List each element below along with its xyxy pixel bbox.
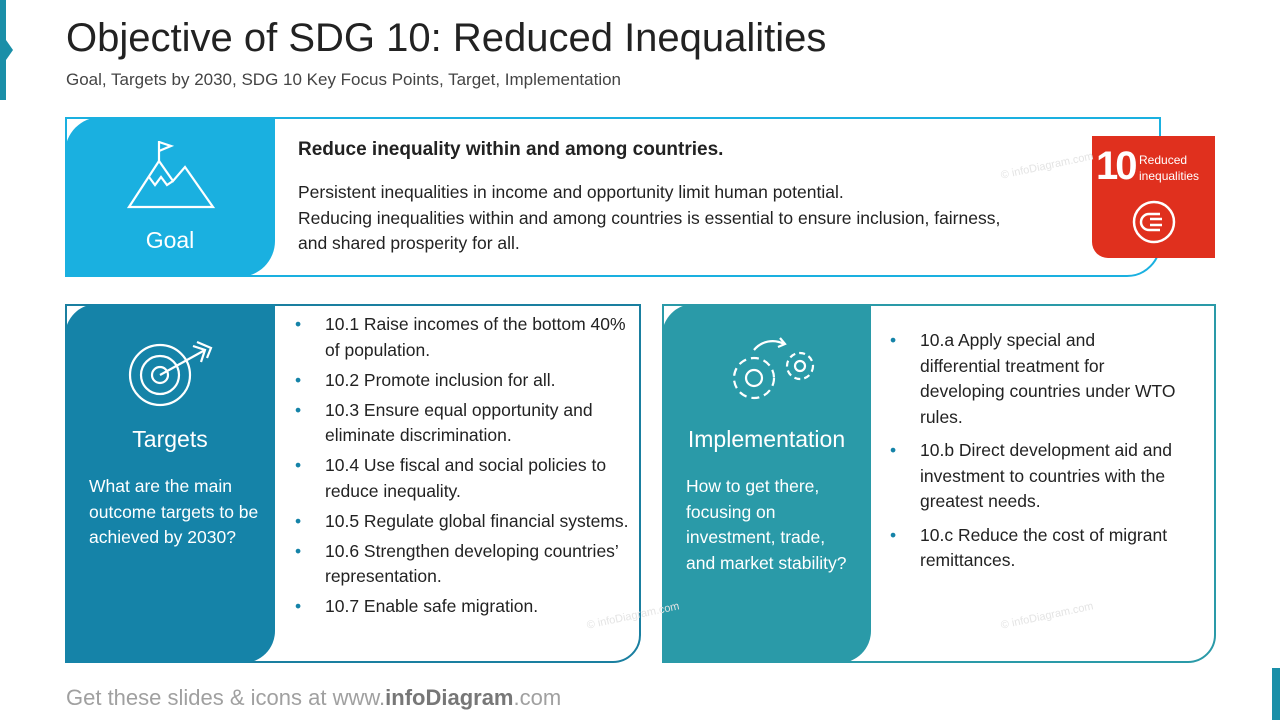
title: Objective of SDG 10: Reduced Inequalitie… <box>66 16 827 60</box>
targets-list: 10.1 Raise incomes of the bottom 40% of … <box>293 312 638 624</box>
goal-panel: Goal <box>65 117 275 277</box>
list-item: 10.c Reduce the cost of migrant remittan… <box>888 523 1178 574</box>
goal-text: Reducing inequalities within and among c… <box>298 207 1001 254</box>
footer-text: .com <box>513 685 562 710</box>
list-item: 10.3 Ensure equal opportunity and elimin… <box>293 398 638 449</box>
subtitle: Goal, Targets by 2030, SDG 10 Key Focus … <box>66 70 621 89</box>
list-item: 10.4 Use fiscal and social policies to r… <box>293 453 638 504</box>
list-item: 10.2 Promote inclusion for all. <box>293 368 638 394</box>
implementation-question: How to get there, focusing on investment… <box>686 476 847 573</box>
list-item: 10.5 Regulate global financial systems. <box>293 509 638 535</box>
footer-brand: infoDiagram <box>385 685 514 710</box>
targets-panel: Targets What are the main outcome target… <box>65 304 275 663</box>
footer: Get these slides & icons at www.infoDiag… <box>66 685 561 711</box>
implementation-panel: Implementation How to get there, focusin… <box>662 304 871 663</box>
badge-text: Reduced inequalities <box>1139 153 1200 183</box>
targets-question: What are the main outcome targets to be … <box>89 476 259 547</box>
goal-label: Goal <box>145 227 195 253</box>
goal-heading: Reduce inequality within and among count… <box>298 139 724 160</box>
implementation-label: Implementation <box>687 426 846 452</box>
targets-label: Targets <box>132 426 208 452</box>
gears-icon <box>732 337 815 400</box>
goal-text: Persistent inequalities in income and op… <box>298 182 844 202</box>
footer-text: Get these slides & icons at www. <box>66 685 386 710</box>
sdg-badge: 10 Reduced inequalities <box>1092 136 1215 258</box>
list-item: 10.a Apply special and differential trea… <box>888 328 1178 430</box>
accent-bar <box>1272 668 1280 720</box>
badge-number: 10 <box>1096 144 1137 188</box>
badge-icon <box>1132 200 1176 244</box>
implementation-list: 10.a Apply special and differential trea… <box>888 328 1178 582</box>
list-item: 10.b Direct development aid and investme… <box>888 438 1178 515</box>
list-item: 10.6 Strengthen developing countries’ re… <box>293 539 638 590</box>
mountain-icon <box>127 140 216 209</box>
goal-body: Persistent inequalities in income and op… <box>298 180 1018 257</box>
list-item: 10.7 Enable safe migration. <box>293 594 638 620</box>
list-item: 10.1 Raise incomes of the bottom 40% of … <box>293 312 638 363</box>
target-icon <box>128 340 213 407</box>
accent-bar <box>0 0 6 100</box>
accent-arrow <box>6 40 13 60</box>
